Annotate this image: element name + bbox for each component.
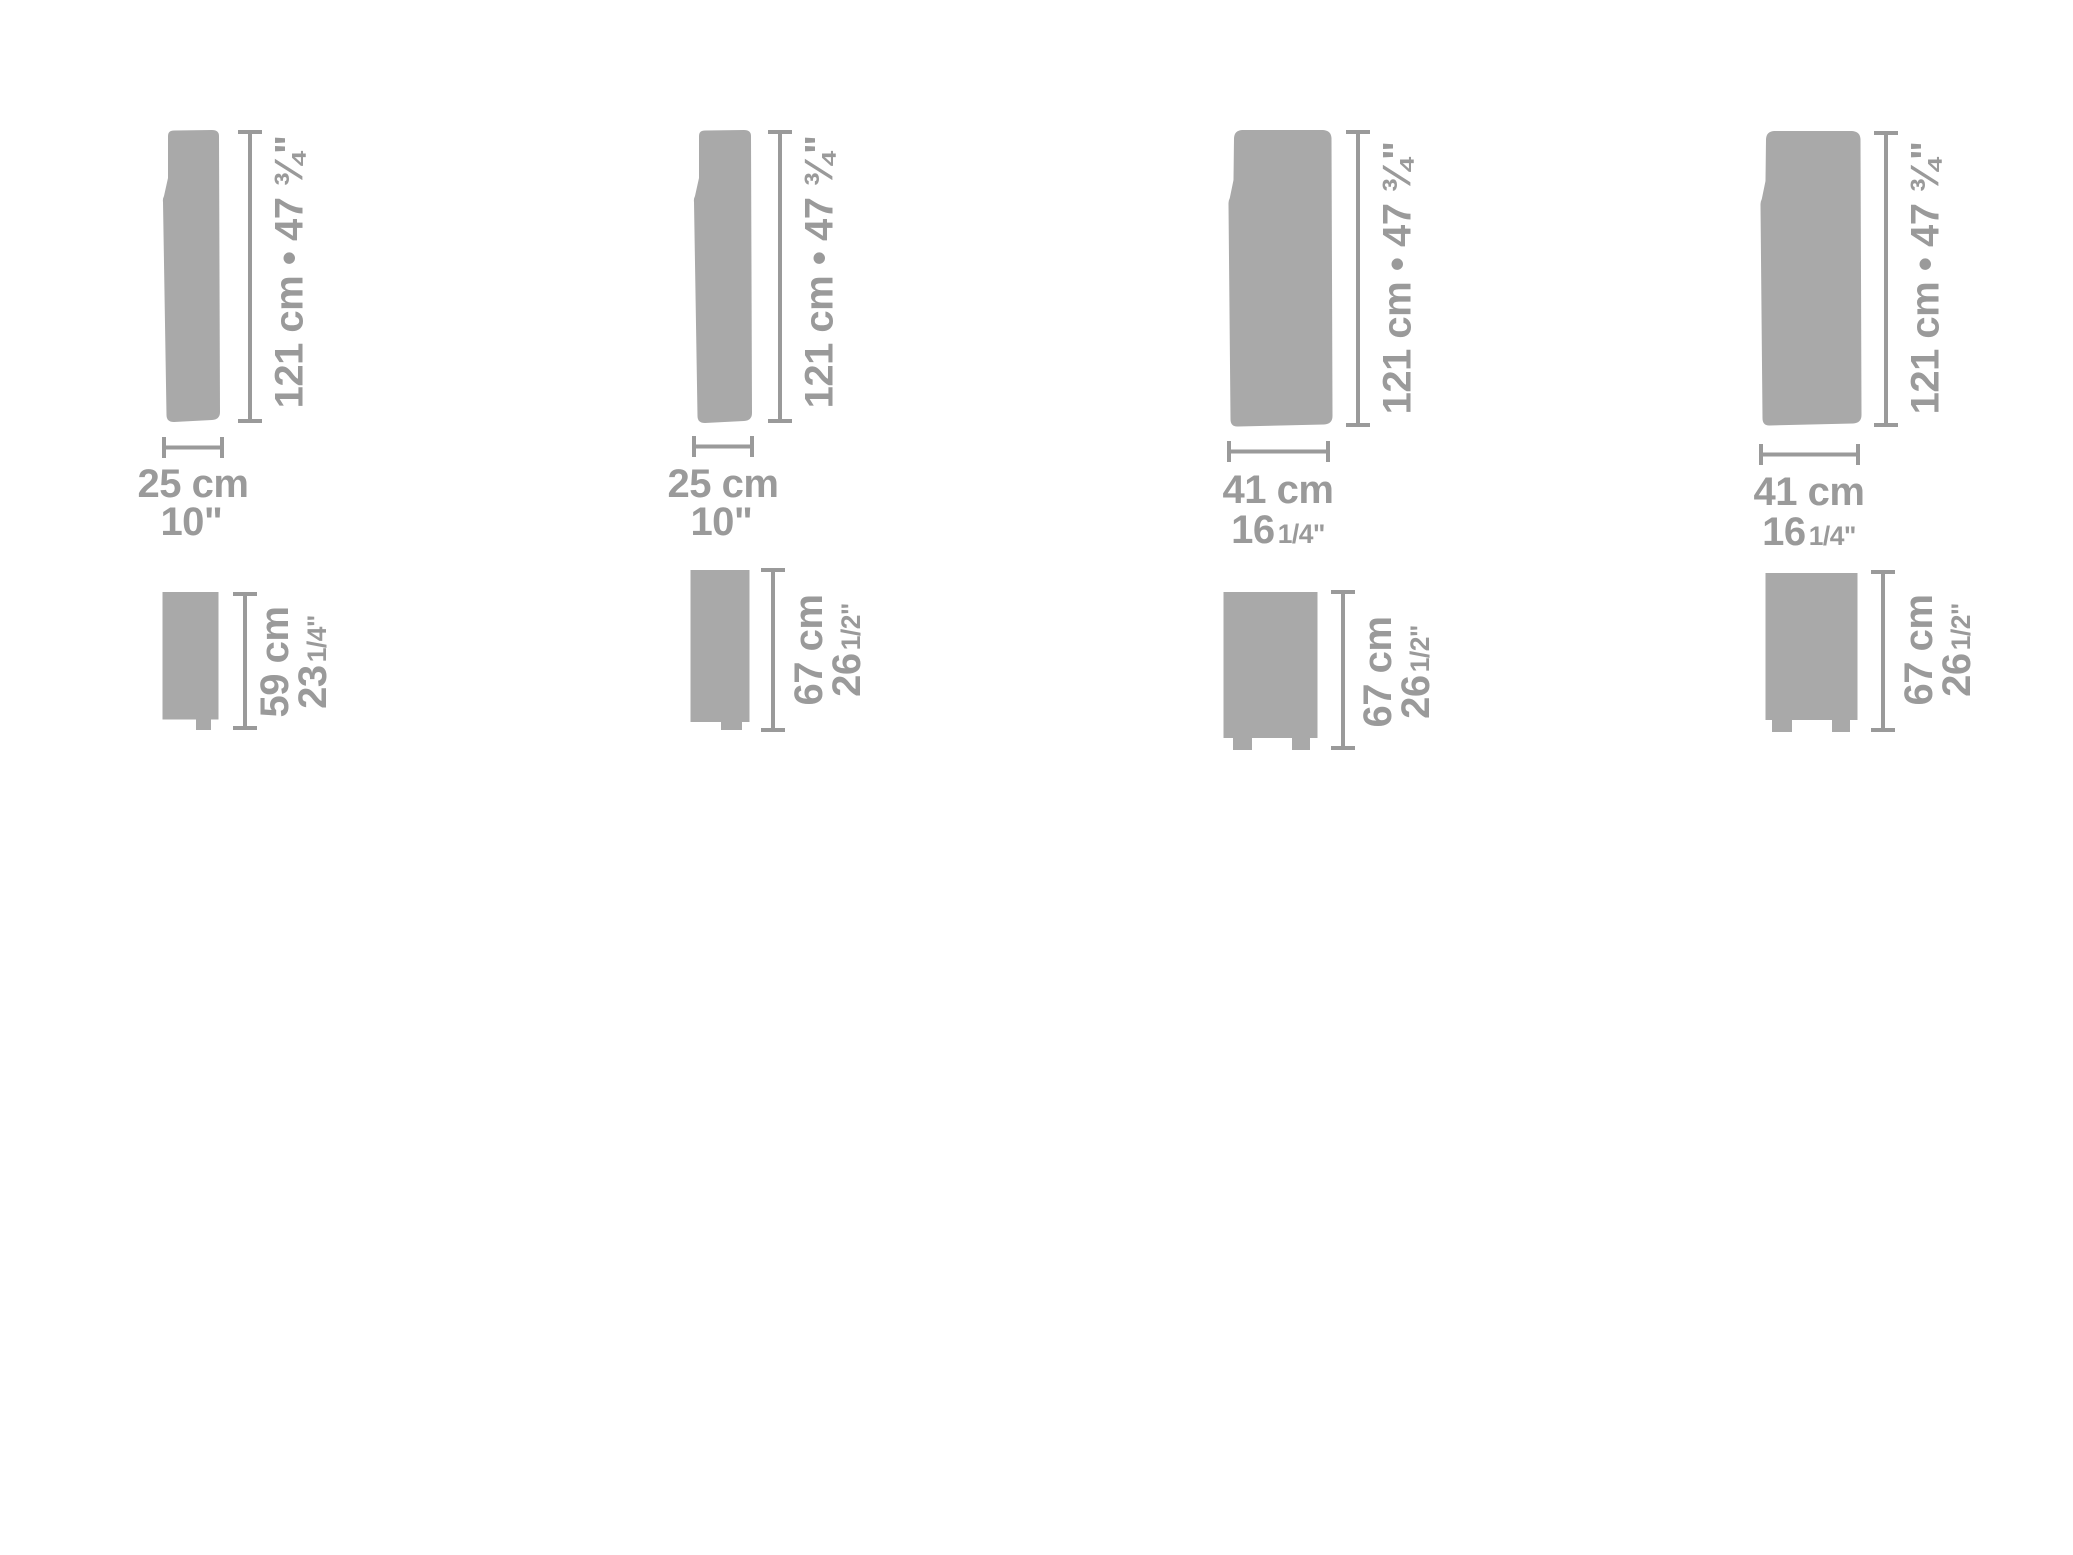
side-height-in-2: 261/2": [825, 595, 869, 706]
side-height-cm-3: 67 cm: [1356, 616, 1400, 728]
side-height-cm-4: 67 cm: [1897, 594, 1941, 706]
side-height-label-4: 67 cm 261/2": [1897, 594, 1979, 706]
front-view-silhouette-2: [693, 130, 752, 423]
side-height-in-fraction-1: 1/4": [302, 615, 332, 663]
side-view-silhouette-2: [690, 570, 750, 730]
front-width-in-whole-3: 16: [1231, 508, 1275, 552]
side-height-cm-1: 59 cm: [253, 606, 297, 718]
front-width-in-whole-4: 16: [1762, 510, 1806, 554]
side-height-in-whole-4: 26: [1935, 653, 1979, 697]
front-height-dimension-4: [1874, 131, 1898, 427]
front-view-silhouette-4: [1760, 131, 1862, 426]
side-height-cm-2: 67 cm: [787, 594, 831, 706]
front-width-in-label-4: 16 1/4": [1762, 510, 1856, 555]
front-width-dimension-1: [162, 437, 224, 458]
front-width-cm-label-1: 25 cm: [137, 462, 249, 506]
side-height-dimension-2: [761, 568, 785, 732]
front-width-cm-label-4: 41 cm: [1753, 470, 1865, 514]
side-height-dimension-3: [1331, 590, 1355, 750]
side-height-label-3: 67 cm 261/2": [1356, 616, 1438, 728]
side-height-in-fraction-2: 1/2": [836, 603, 866, 651]
side-height-in-1: 231/4": [291, 607, 335, 718]
front-width-in-whole-2: 10": [690, 500, 753, 544]
side-height-label-1: 59 cm 231/4": [253, 606, 335, 718]
side-height-in-fraction-4: 1/2": [1946, 603, 1976, 651]
front-height-label-1: 121 cm • 47 ¾": [267, 135, 312, 409]
side-height-in-4: 261/2": [1935, 595, 1979, 706]
front-width-cm-label-3: 41 cm: [1222, 468, 1334, 512]
front-height-label-3: 121 cm • 47 ¾": [1375, 141, 1420, 415]
front-height-label-2: 121 cm • 47 ¾": [797, 135, 842, 409]
front-width-in-label-2: 10": [690, 500, 755, 545]
side-height-in-fraction-3: 1/2": [1405, 625, 1435, 673]
front-width-in-fraction-3: 1/4": [1277, 519, 1326, 549]
side-view-silhouette-1: [162, 592, 219, 730]
front-width-dimension-3: [1227, 441, 1330, 462]
front-width-in-label-3: 16 1/4": [1231, 508, 1325, 553]
front-width-in-fraction-4: 1/4": [1808, 521, 1857, 551]
front-width-dimension-2: [692, 436, 754, 457]
front-width-in-whole-1: 10": [160, 500, 223, 544]
front-width-dimension-4: [1759, 444, 1860, 465]
front-width-cm-label-2: 25 cm: [667, 462, 779, 506]
front-height-dimension-2: [768, 130, 792, 423]
side-height-in-whole-2: 26: [825, 653, 869, 697]
front-height-dimension-3: [1346, 130, 1370, 427]
front-height-label-4: 121 cm • 47 ¾": [1903, 141, 1948, 415]
side-height-in-whole-3: 26: [1394, 675, 1438, 719]
front-height-dimension-1: [238, 130, 262, 423]
side-height-dimension-4: [1871, 570, 1895, 732]
side-height-label-2: 67 cm 261/2": [787, 594, 869, 706]
side-view-silhouette-3: [1223, 592, 1318, 750]
side-view-silhouette-4: [1765, 573, 1858, 732]
front-view-silhouette-1: [162, 130, 220, 422]
front-view-silhouette-3: [1228, 130, 1333, 427]
side-height-in-3: 261/2": [1394, 617, 1438, 728]
front-width-in-label-1: 10": [160, 500, 225, 545]
side-height-dimension-1: [233, 592, 257, 730]
side-height-in-whole-1: 23: [291, 665, 335, 709]
